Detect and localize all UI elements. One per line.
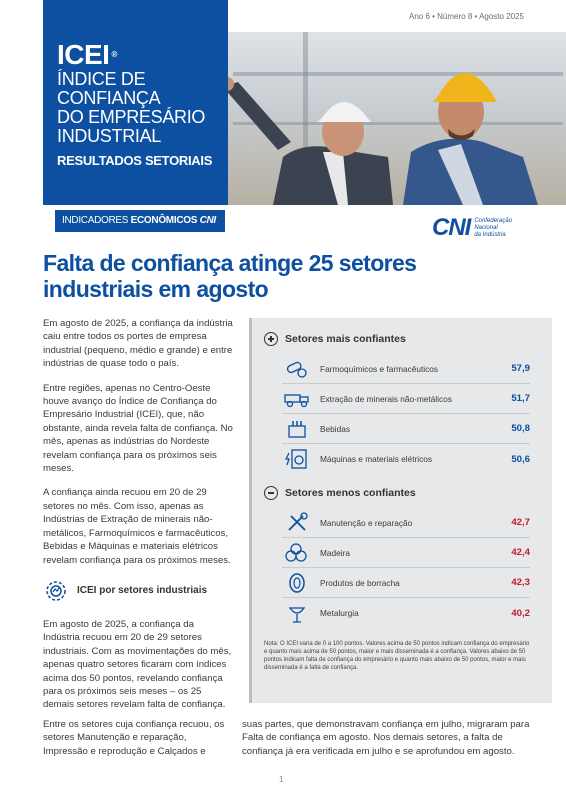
edition-info: Ano 6 • Número 8 • Agosto 2025 (408, 12, 524, 21)
workers-illustration (220, 72, 538, 205)
left-column: Em agosto de 2025, a confiança da indúst… (43, 317, 233, 723)
sector-row: Bebidas 50,8 (282, 414, 530, 444)
sector-row: Produtos de borracha 42,3 (282, 568, 530, 598)
paragraph: Em agosto de 2025, a confiança da Indúst… (43, 618, 232, 711)
icei-logo: ICEI ® (57, 39, 117, 70)
tools-icon (282, 511, 312, 534)
sector-row: Farmoquímicos e farmacêuticos 57,9 (282, 354, 530, 384)
electric-machine-icon (282, 448, 312, 470)
indicators-badge: INDICADORES ECONÔMICOS CNI (55, 210, 225, 232)
bottom-left-text: Entre os setores cuja confiança recuou, … (43, 719, 225, 757)
ladle-icon (282, 602, 312, 624)
sector-row: Máquinas e materiais elétricos 50,6 (282, 444, 530, 474)
paragraph: Em agosto de 2025, a confiança da indúst… (43, 318, 233, 370)
page-title: Falta de confiança atinge 25 setores ind… (43, 250, 417, 302)
sector-row: Metalurgia 40,2 (282, 598, 530, 628)
mining-truck-icon (282, 390, 312, 408)
subsection-heading: ICEI por setores industriais (43, 578, 233, 604)
plus-circle-icon (264, 332, 278, 346)
title-box: ICEI ® ÍNDICE DE CONFIANÇA DO EMPRESÁRIO … (43, 0, 228, 205)
paragraph: A confiança ainda recuou em 20 de 29 set… (43, 487, 231, 566)
sectors-panel: Setores mais confiantes Farmoquímicos e … (249, 318, 552, 703)
pills-icon (282, 359, 312, 379)
sector-row: Extração de minerais não-metálicos 51,7 (282, 384, 530, 414)
page-number: 1 (279, 775, 284, 784)
gear-icon (46, 581, 66, 601)
tire-icon (282, 572, 312, 594)
logs-icon (282, 542, 312, 563)
most-confident-heading: Setores mais confiantes (264, 332, 530, 346)
full-title: ÍNDICE DE CONFIANÇA DO EMPRESÁRIO INDUST… (57, 69, 206, 146)
paragraph: Entre regiões, apenas no Centro-Oeste ho… (43, 382, 233, 475)
sector-row: Madeira 42,4 (282, 538, 530, 568)
least-confident-heading: Setores menos confiantes (264, 486, 530, 500)
bottles-icon (282, 418, 312, 440)
section-title: RESULTADOS SETORIAIS (57, 153, 213, 168)
most-confident-group: Setores mais confiantes Farmoquímicos e … (264, 332, 530, 474)
least-confident-group: Setores menos confiantes Manutenção e re… (264, 486, 530, 628)
panel-note: Nota: O ICEI varia de 0 a 100 pontos. Va… (264, 641, 530, 671)
bottom-right-text: suas partes, que demonstravam confiança … (242, 719, 530, 757)
minus-circle-icon (264, 486, 278, 500)
sector-row: Manutenção e reparação 42,7 (282, 508, 530, 538)
cni-logo: CNI Confederação Nacional da Indústria (432, 214, 513, 241)
